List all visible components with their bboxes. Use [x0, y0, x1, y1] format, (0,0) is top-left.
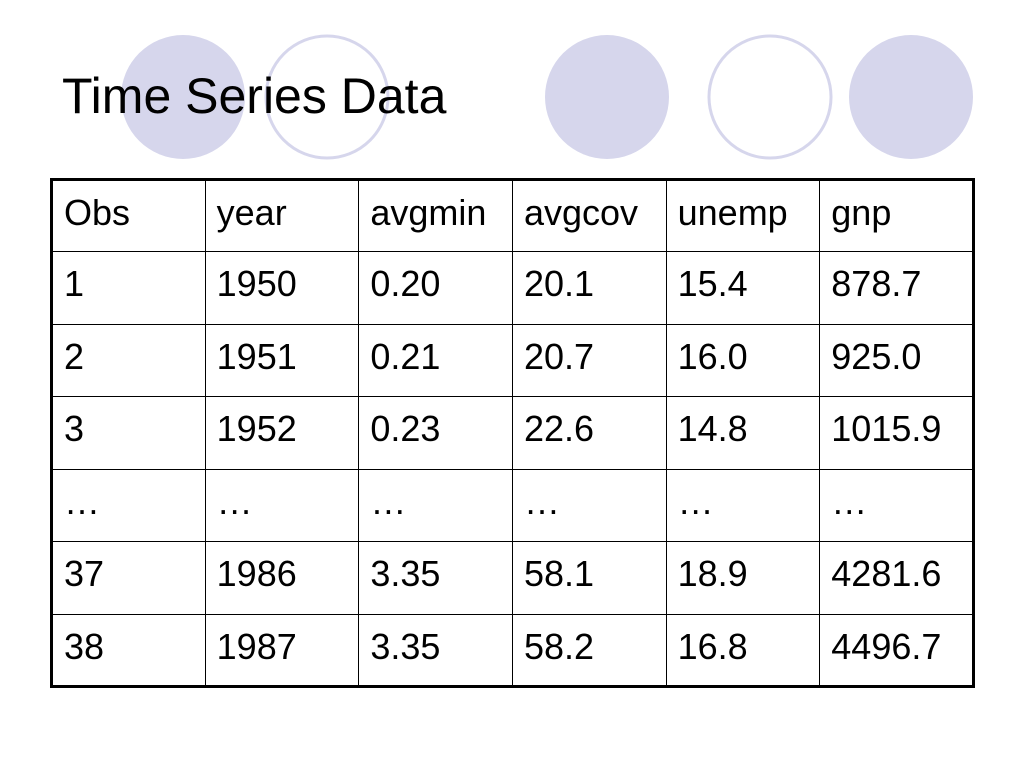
time-series-table: Obs year avgmin avgcov unemp gnp 1 1950 … [50, 178, 975, 688]
table-cell: 1015.9 [819, 396, 974, 470]
table-cell: 58.1 [511, 541, 667, 615]
header-cell-obs: Obs [51, 179, 206, 252]
table-cell: 37 [51, 541, 206, 615]
header-cell-avgmin: avgmin [358, 179, 513, 252]
table-cell: … [204, 468, 360, 542]
page-title: Time Series Data [62, 68, 447, 124]
decor-circle-outline-1 [264, 34, 390, 160]
table-row: 1 1950 0.20 20.1 15.4 878.7 [51, 251, 974, 325]
table-cell: 18.9 [665, 541, 821, 615]
table-row: 3 1952 0.23 22.6 14.8 1015.9 [51, 396, 974, 470]
table-cell: … [819, 468, 974, 542]
table-row: 2 1951 0.21 20.7 16.0 925.0 [51, 323, 974, 397]
table-cell: 16.0 [665, 323, 821, 397]
table-cell: 20.1 [511, 251, 667, 325]
table-cell: … [358, 468, 513, 542]
table-cell: 4281.6 [819, 541, 974, 615]
table-cell: 1 [51, 251, 206, 325]
table-cell: 0.23 [358, 396, 513, 470]
table-cell: 58.2 [511, 613, 667, 687]
table-row: 37 1986 3.35 58.1 18.9 4281.6 [51, 541, 974, 615]
table-cell: 3.35 [358, 541, 513, 615]
table-cell: 1986 [204, 541, 360, 615]
table-cell: 1987 [204, 613, 360, 687]
table-cell: 3 [51, 396, 206, 470]
table-cell: … [511, 468, 667, 542]
table-cell: 16.8 [665, 613, 821, 687]
table-cell: 1951 [204, 323, 360, 397]
table-cell: 22.6 [511, 396, 667, 470]
table-cell: 878.7 [819, 251, 974, 325]
table-cell: 38 [51, 613, 206, 687]
decorative-circles [121, 34, 973, 160]
table-cell: 0.21 [358, 323, 513, 397]
decor-circle-filled-2 [545, 35, 669, 159]
header-cell-avgcov: avgcov [511, 179, 667, 252]
table-row: 38 1987 3.35 58.2 16.8 4496.7 [51, 613, 974, 687]
table-cell: 3.35 [358, 613, 513, 687]
table-row: … … … … … … [51, 468, 974, 542]
table-cell: 15.4 [665, 251, 821, 325]
table-cell: 2 [51, 323, 206, 397]
table-cell: 14.8 [665, 396, 821, 470]
header-cell-year: year [204, 179, 360, 252]
table-cell: 20.7 [511, 323, 667, 397]
table-cell: … [51, 468, 206, 542]
decor-circle-filled-3 [849, 35, 973, 159]
table-cell: 925.0 [819, 323, 974, 397]
table-cell: … [665, 468, 821, 542]
decor-circle-filled-1 [121, 35, 245, 159]
table-header-row: Obs year avgmin avgcov unemp gnp [51, 179, 974, 252]
table-cell: 1950 [204, 251, 360, 325]
table-cell: 4496.7 [819, 613, 974, 687]
table-cell: 0.20 [358, 251, 513, 325]
header-cell-gnp: gnp [819, 179, 974, 252]
table-cell: 1952 [204, 396, 360, 470]
header-cell-unemp: unemp [665, 179, 821, 252]
decor-circle-outline-2 [707, 34, 833, 160]
